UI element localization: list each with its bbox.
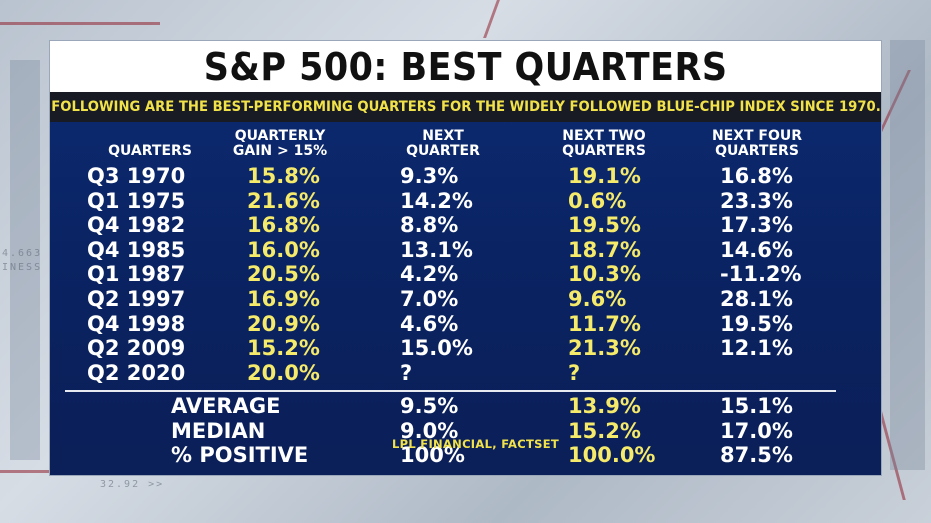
summary-cell: 9.0% [400, 418, 459, 443]
table-card: S&P 500: BEST QUARTERS FOLLOWING ARE THE… [50, 41, 881, 475]
table-cell: 21.6% [247, 188, 320, 213]
table-cell: 16.0% [247, 237, 320, 262]
summary-cell: 17.0% [720, 418, 793, 443]
table-cell: 8.8% [400, 213, 459, 238]
row-quarter-label: Q2 2020 [87, 360, 186, 385]
column-header-line: NEXT FOUR [711, 128, 803, 144]
background-accent-line [0, 470, 50, 473]
row-quarter-label: Q1 1987 [87, 262, 186, 287]
row-quarter-label: Q1 1975 [87, 188, 186, 213]
summary-cell: 9.5% [400, 394, 459, 418]
background-accent-line [483, 0, 500, 38]
table-cell: 13.1% [400, 237, 473, 262]
table-cell: 9.6% [568, 287, 627, 311]
table-cell: 15.0% [400, 336, 473, 361]
column-header: NEXT TWO QUARTERS [524, 129, 684, 159]
summary-cell: 13.9% [568, 394, 641, 418]
column-header-line: NEXT TWO [562, 128, 646, 144]
background-accent-line [0, 22, 160, 25]
table-cell: 16.8% [720, 164, 793, 188]
table-cell: 4.6% [400, 311, 459, 336]
summary-cell: 15.1% [720, 394, 793, 418]
table-cell: 19.5% [720, 311, 793, 336]
column-header: NEXT FOUR QUARTERS [677, 129, 837, 159]
row-quarter-label: Q4 1998 [87, 311, 186, 336]
table-cell: 9.3% [400, 164, 459, 188]
table-cell: 14.2% [400, 188, 473, 213]
summary-cell: 100.0% [568, 443, 656, 468]
summary-label: AVERAGE [171, 394, 281, 418]
summary-cell: 15.2% [568, 418, 641, 443]
column-header-line: QUARTERS [715, 143, 799, 159]
column-header-line: GAIN > 15% [232, 143, 328, 159]
table-cell: 19.5% [568, 213, 641, 238]
title-bar: S&P 500: BEST QUARTERS [50, 41, 881, 92]
table-cell: 20.0% [247, 360, 320, 385]
background-ticker-text: 32.92 >> [100, 479, 165, 490]
row-quarter-label: Q4 1985 [87, 237, 186, 262]
background-panel [890, 40, 925, 470]
background-ticker-text: 4.663 [2, 248, 43, 259]
column-header-line: QUARTERS [562, 143, 646, 159]
table-cell: 23.3% [720, 188, 793, 213]
chart-title: S&P 500: BEST QUARTERS [203, 44, 728, 89]
row-quarter-label: Q2 2009 [87, 336, 186, 361]
table-cell: 15.8% [247, 164, 320, 188]
summary-label: % POSITIVE [171, 443, 309, 468]
table-cell: 15.2% [247, 336, 320, 361]
column-header-line: QUARTER [406, 143, 480, 159]
table-cell: 20.5% [247, 262, 320, 287]
column-header-line: QUARTERS [108, 143, 192, 159]
summary-label: MEDIAN [171, 418, 266, 443]
chart-subtitle: FOLLOWING ARE THE BEST-PERFORMING QUARTE… [50, 99, 881, 115]
table-cell: -11.2% [720, 262, 802, 287]
table-cell: 20.9% [247, 311, 320, 336]
table-cell: 4.2% [400, 262, 459, 287]
subtitle-bar: FOLLOWING ARE THE BEST-PERFORMING QUARTE… [50, 92, 881, 122]
column-header-line: QUARTERLY [234, 128, 326, 144]
column-header: QUARTERS [70, 144, 230, 159]
table-cell: 28.1% [720, 287, 793, 311]
table-cell: 0.6% [568, 188, 627, 213]
row-quarter-label: Q4 1982 [87, 213, 186, 238]
row-quarter-label: Q2 1997 [87, 287, 186, 311]
summary-divider [65, 390, 836, 392]
table-cell: 21.3% [568, 336, 641, 361]
column-header: QUARTERLY GAIN > 15% [200, 129, 360, 159]
source-credit: LPL FINANCIAL, FACTSET [392, 437, 559, 451]
column-header-line: NEXT [422, 128, 464, 144]
table-cell: 16.9% [247, 287, 320, 311]
table-cell: 12.1% [720, 336, 793, 361]
table-cell: 10.3% [568, 262, 641, 287]
table-cell: 16.8% [247, 213, 320, 238]
summary-cell: 87.5% [720, 443, 793, 468]
table-cell: 7.0% [400, 287, 459, 311]
table-cell: 17.3% [720, 213, 793, 238]
column-header: NEXT QUARTER [363, 129, 523, 159]
table-cell: 11.7% [568, 311, 641, 336]
table-cell: 19.1% [568, 164, 641, 188]
summary-cell: 100% [400, 443, 465, 468]
row-quarter-label: Q3 1970 [87, 164, 186, 188]
table-cell: ? [568, 360, 581, 385]
table-cell: ? [400, 360, 413, 385]
background-panel [10, 60, 40, 460]
table-cell: 18.7% [568, 237, 641, 262]
table-cell: 14.6% [720, 237, 793, 262]
